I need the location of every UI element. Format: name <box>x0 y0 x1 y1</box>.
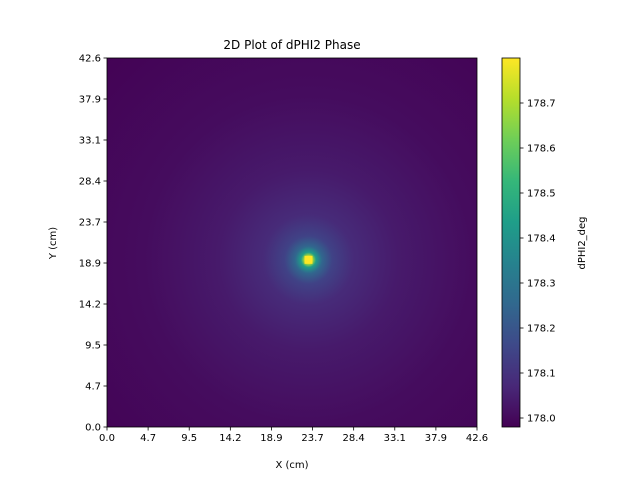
colorbar-gradient <box>502 58 520 427</box>
x-tick-label: 33.1 <box>384 433 406 444</box>
y-tick-label: 42.6 <box>79 54 101 65</box>
colorbar-label: dPHI2_deg <box>577 216 588 269</box>
y-tick-label: 28.4 <box>79 177 101 188</box>
x-tick-label: 14.2 <box>219 433 241 444</box>
colorbar-tick-label: 178.3 <box>527 279 556 290</box>
x-tick-label: 18.9 <box>260 433 282 444</box>
x-axis-label: X (cm) <box>275 460 308 471</box>
y-tick-label: 14.2 <box>79 300 101 311</box>
y-tick-label: 23.7 <box>79 218 101 229</box>
colorbar-tick-label: 178.5 <box>527 189 556 200</box>
colorbar-tick-label: 178.0 <box>527 414 556 425</box>
x-tick-label: 4.7 <box>140 433 156 444</box>
colorbar-frame <box>501 57 521 428</box>
y-tick-label: 37.9 <box>79 95 101 106</box>
chart-title: 2D Plot of dPHI2 Phase <box>223 38 360 52</box>
y-tick-label: 0.0 <box>85 423 101 434</box>
heatmap-peak-cell <box>304 255 313 264</box>
x-axis: 0.0 4.7 9.5 14.2 18.9 23.7 28.4 33.1 37.9 42.6 <box>99 427 488 444</box>
y-axis: 0.0 4.7 9.5 14.2 18.9 23.7 28.4 33.1 37.9 42.6 <box>79 54 107 434</box>
x-tick-label: 23.7 <box>301 433 323 444</box>
heatmap-gradient <box>107 58 477 427</box>
colorbar-tick-label: 178.6 <box>527 144 556 155</box>
x-tick-label: 9.5 <box>181 433 197 444</box>
colorbar-ticks: 178.0 178.1 178.2 178.3 178.4 178.5 178.6 178.7 <box>520 99 556 425</box>
y-axis-label: Y (cm) <box>48 227 59 260</box>
y-tick-label: 33.1 <box>79 136 101 147</box>
plot-area <box>106 57 478 428</box>
x-tick-label: 0.0 <box>99 433 115 444</box>
y-tick-label: 9.5 <box>85 341 101 352</box>
y-tick-label: 4.7 <box>85 382 101 393</box>
x-tick-label: 28.4 <box>343 433 365 444</box>
colorbar-tick-label: 178.1 <box>527 369 556 380</box>
colorbar-tick-label: 178.2 <box>527 324 556 335</box>
x-tick-label: 42.6 <box>466 433 488 444</box>
colorbar-tick-label: 178.4 <box>527 234 556 245</box>
colorbar: 178.0 178.1 178.2 178.3 178.4 178.5 178.6 178.7… <box>501 57 588 428</box>
x-tick-label: 37.9 <box>425 433 447 444</box>
colorbar-tick-label: 178.7 <box>527 99 556 110</box>
y-tick-label: 18.9 <box>79 259 101 270</box>
plot-frame <box>106 57 478 428</box>
